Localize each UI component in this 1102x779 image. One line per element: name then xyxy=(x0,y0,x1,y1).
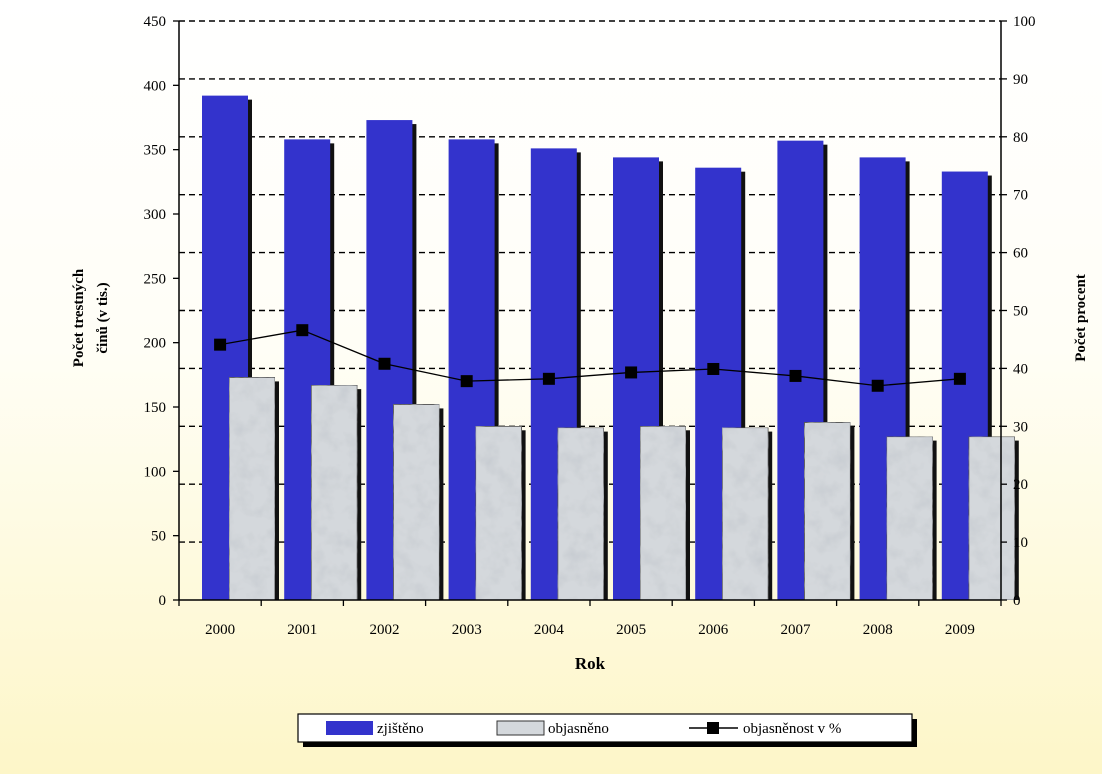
point-objasnenost xyxy=(542,372,555,385)
x-axis-label: Rok xyxy=(575,654,606,673)
point-objasnenost xyxy=(214,338,227,351)
y-tick-label: 0 xyxy=(159,593,167,609)
bar-objasneno xyxy=(392,403,440,601)
bar-objasneno xyxy=(968,436,1016,601)
bar-objasneno xyxy=(886,436,934,601)
y-axis-label-line2: činů (v tis.) xyxy=(95,282,111,353)
y2-tick-label: 80 xyxy=(1013,130,1028,146)
x-tick-label: 2006 xyxy=(698,622,729,638)
y-tick-label: 200 xyxy=(144,336,167,352)
y2-tick-label: 50 xyxy=(1013,304,1028,320)
legend-marker-objasnenost xyxy=(707,722,719,734)
point-objasnenost xyxy=(707,362,720,375)
legend-box xyxy=(297,713,913,743)
y2-tick-label: 90 xyxy=(1013,72,1028,88)
bar-objasneno xyxy=(228,376,276,601)
bar-objasneno xyxy=(557,427,605,601)
y2-tick-label: 20 xyxy=(1013,477,1028,493)
y-tick-label: 150 xyxy=(144,400,167,416)
y-axis-label-line1: Počet trestných xyxy=(71,268,87,367)
point-objasnenost xyxy=(296,324,309,337)
point-objasnenost xyxy=(953,372,966,385)
point-objasnenost xyxy=(378,357,391,370)
x-tick-label: 2001 xyxy=(287,622,317,638)
y2-tick-label: 60 xyxy=(1013,246,1028,262)
point-objasnenost xyxy=(460,375,473,388)
y-tick-label: 250 xyxy=(144,271,167,287)
y-tick-label: 300 xyxy=(144,207,167,223)
x-tick-label: 2008 xyxy=(863,622,893,638)
line-layer xyxy=(214,324,966,392)
point-objasnenost xyxy=(625,366,638,379)
y-tick-label: 350 xyxy=(144,143,167,159)
bars-layer xyxy=(202,95,1019,601)
y2-tick-label: 70 xyxy=(1013,188,1028,204)
legend-label-objasneno: objasněno xyxy=(548,721,609,737)
x-tick-label: 2007 xyxy=(781,622,812,638)
legend-label-objasnenost: objasněnost v % xyxy=(743,721,841,737)
point-objasnenost xyxy=(871,379,884,392)
bar-objasneno xyxy=(475,425,523,601)
bar-objasneno xyxy=(803,421,851,601)
bar-objasneno xyxy=(721,427,769,601)
legend-label-zjisteno: zjištěno xyxy=(377,721,424,737)
y2-tick-label: 40 xyxy=(1013,361,1028,377)
legend-swatch-objasneno xyxy=(496,720,545,736)
y-tick-label: 400 xyxy=(144,78,167,94)
legend-swatch-zjisteno xyxy=(326,721,373,735)
x-tick-label: 2009 xyxy=(945,622,975,638)
point-objasnenost xyxy=(789,369,802,382)
x-tick-label: 2000 xyxy=(205,622,235,638)
bar-objasneno xyxy=(639,425,687,601)
x-tick-label: 2004 xyxy=(534,622,565,638)
y2-tick-label: 100 xyxy=(1013,14,1036,30)
y2-tick-label: 0 xyxy=(1013,593,1021,609)
y2-tick-label: 10 xyxy=(1013,535,1028,551)
x-tick-label: 2005 xyxy=(616,622,646,638)
y2-axis-label: Počet procent xyxy=(1073,274,1089,362)
y-tick-label: 450 xyxy=(144,14,167,30)
legend: zjištěno objasněno objasněnost v % xyxy=(297,713,917,747)
axes-layer: 0 50 100 150 200 250 300 350 400 450 0 10 20 30 40 50 60… xyxy=(144,14,1036,638)
x-tick-label: 2003 xyxy=(452,622,482,638)
x-tick-label: 2002 xyxy=(370,622,400,638)
bar-objasneno xyxy=(310,384,358,601)
y2-tick-label: 30 xyxy=(1013,419,1028,435)
line-objasnenost xyxy=(219,329,960,387)
y-tick-label: 50 xyxy=(151,529,166,545)
y-tick-label: 100 xyxy=(144,464,167,480)
